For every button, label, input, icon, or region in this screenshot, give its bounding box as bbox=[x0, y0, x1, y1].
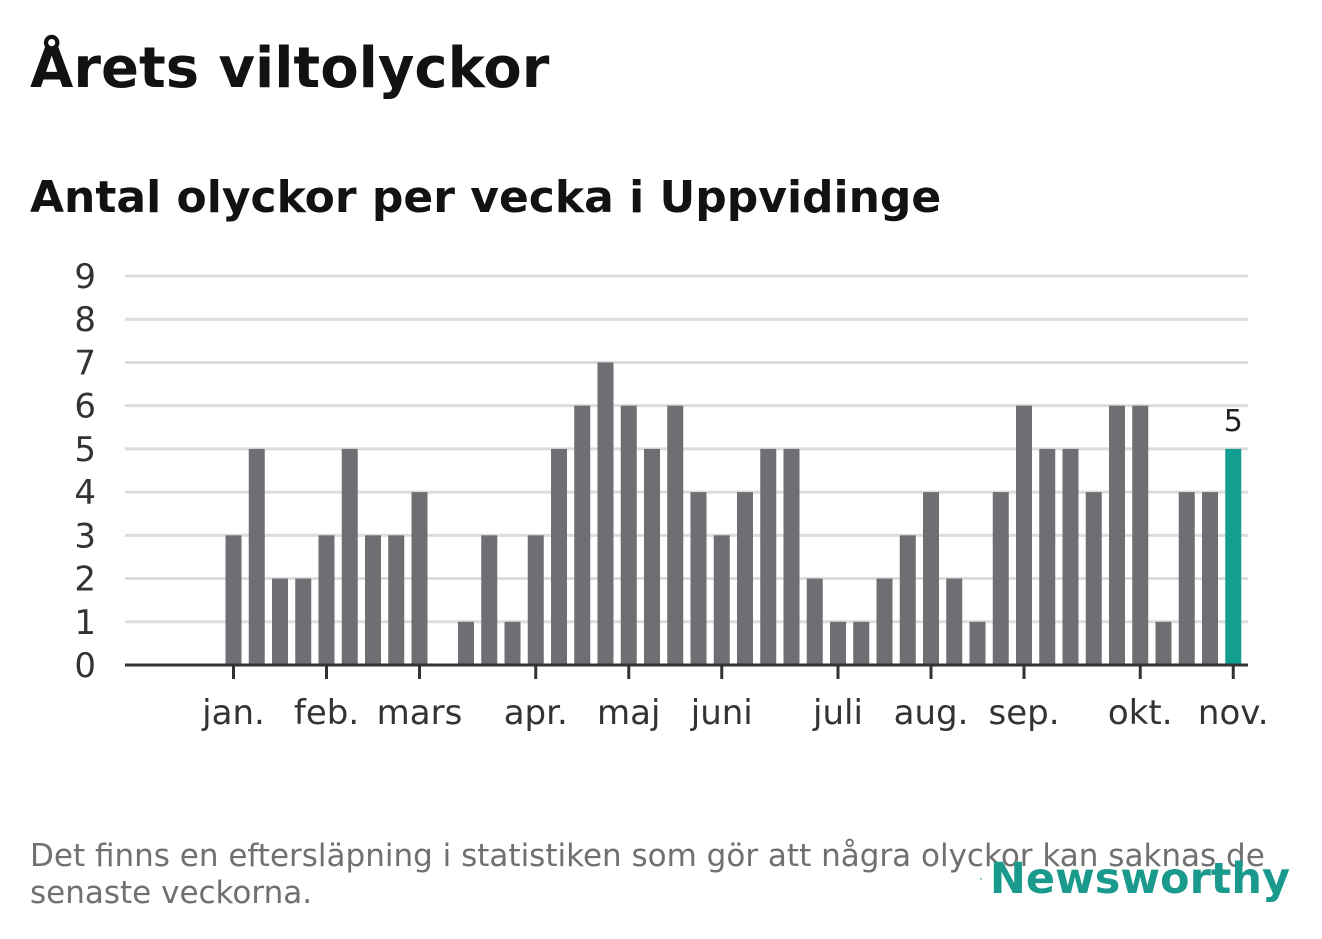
y-tick-label: 8 bbox=[74, 300, 96, 340]
bar bbox=[388, 535, 405, 665]
bar bbox=[737, 492, 753, 665]
y-tick-label: 5 bbox=[74, 430, 96, 470]
bar bbox=[1178, 492, 1195, 665]
bar bbox=[830, 621, 846, 665]
bar bbox=[597, 362, 614, 665]
bar bbox=[923, 492, 939, 665]
bar bbox=[713, 535, 730, 665]
x-tick-label: sep. bbox=[988, 693, 1059, 733]
bar bbox=[341, 448, 358, 665]
bar bbox=[760, 448, 777, 665]
bar bbox=[551, 448, 567, 665]
x-tick-label: aug. bbox=[894, 693, 969, 733]
bar bbox=[1016, 405, 1032, 665]
highlight-value-label: 5 bbox=[1224, 404, 1243, 439]
bar bbox=[458, 621, 474, 665]
bar bbox=[783, 448, 800, 665]
bar bbox=[411, 492, 428, 665]
bar bbox=[318, 535, 335, 665]
x-tick-label: jan. bbox=[201, 693, 265, 733]
bar bbox=[1062, 448, 1079, 665]
y-tick-label: 4 bbox=[74, 473, 96, 513]
bar bbox=[527, 535, 544, 665]
x-tick-label: feb. bbox=[294, 693, 359, 733]
bar bbox=[1202, 492, 1218, 665]
bar bbox=[1109, 405, 1125, 665]
bar bbox=[504, 621, 521, 665]
bar bbox=[899, 535, 916, 665]
x-tick-label: okt. bbox=[1108, 693, 1173, 733]
x-tick-label: juli bbox=[812, 693, 863, 733]
bar bbox=[272, 578, 288, 665]
bar bbox=[667, 405, 684, 665]
annotations: 5 bbox=[1224, 404, 1243, 439]
chart-title: Årets viltolyckor bbox=[30, 36, 550, 101]
bar bbox=[876, 578, 893, 665]
footnote: Det finns en eftersläpning i statistiken… bbox=[30, 838, 1265, 912]
bar bbox=[574, 405, 591, 665]
bars bbox=[225, 362, 1242, 665]
bar bbox=[1155, 621, 1172, 665]
x-tick-label: nov. bbox=[1198, 693, 1269, 733]
bar bbox=[225, 535, 242, 665]
y-tick-label: 0 bbox=[74, 646, 96, 686]
bar bbox=[806, 578, 823, 665]
bar-highlight bbox=[1225, 448, 1242, 665]
newsworthy-logo-icon bbox=[980, 878, 982, 880]
y-tick-label: 7 bbox=[74, 343, 96, 383]
y-tick-label: 6 bbox=[74, 387, 96, 427]
x-tick-label: juni bbox=[690, 693, 753, 733]
y-tick-label: 2 bbox=[74, 560, 96, 600]
bar bbox=[1132, 405, 1149, 665]
x-axis-labels: jan. feb. mars apr. maj juni juli aug. sep. okt. n… bbox=[201, 665, 1269, 733]
y-tick-label: 3 bbox=[74, 516, 96, 556]
bar bbox=[644, 448, 660, 665]
bar bbox=[365, 535, 381, 665]
chart-subtitle: Antal olyckor per vecka i Uppvidinge bbox=[30, 172, 942, 223]
bar bbox=[992, 492, 1009, 665]
x-tick-label: apr. bbox=[504, 693, 568, 733]
bar bbox=[1085, 492, 1102, 665]
bar bbox=[295, 578, 312, 665]
bar bbox=[1039, 448, 1056, 665]
newsworthy-logo: Newsworthy bbox=[980, 846, 1290, 912]
x-tick-label: maj bbox=[597, 693, 660, 733]
bar bbox=[481, 535, 498, 665]
x-tick-label: mars bbox=[377, 693, 463, 733]
bar bbox=[946, 578, 963, 665]
bar bbox=[248, 448, 265, 665]
bar bbox=[969, 621, 986, 665]
bar bbox=[690, 492, 707, 665]
y-tick-label: 1 bbox=[74, 603, 96, 643]
newsworthy-logo-text: Newsworthy bbox=[989, 854, 1290, 904]
grid-lines bbox=[125, 274, 1248, 624]
bar bbox=[620, 405, 637, 665]
y-tick-label: 9 bbox=[74, 257, 96, 297]
bar bbox=[853, 621, 870, 665]
